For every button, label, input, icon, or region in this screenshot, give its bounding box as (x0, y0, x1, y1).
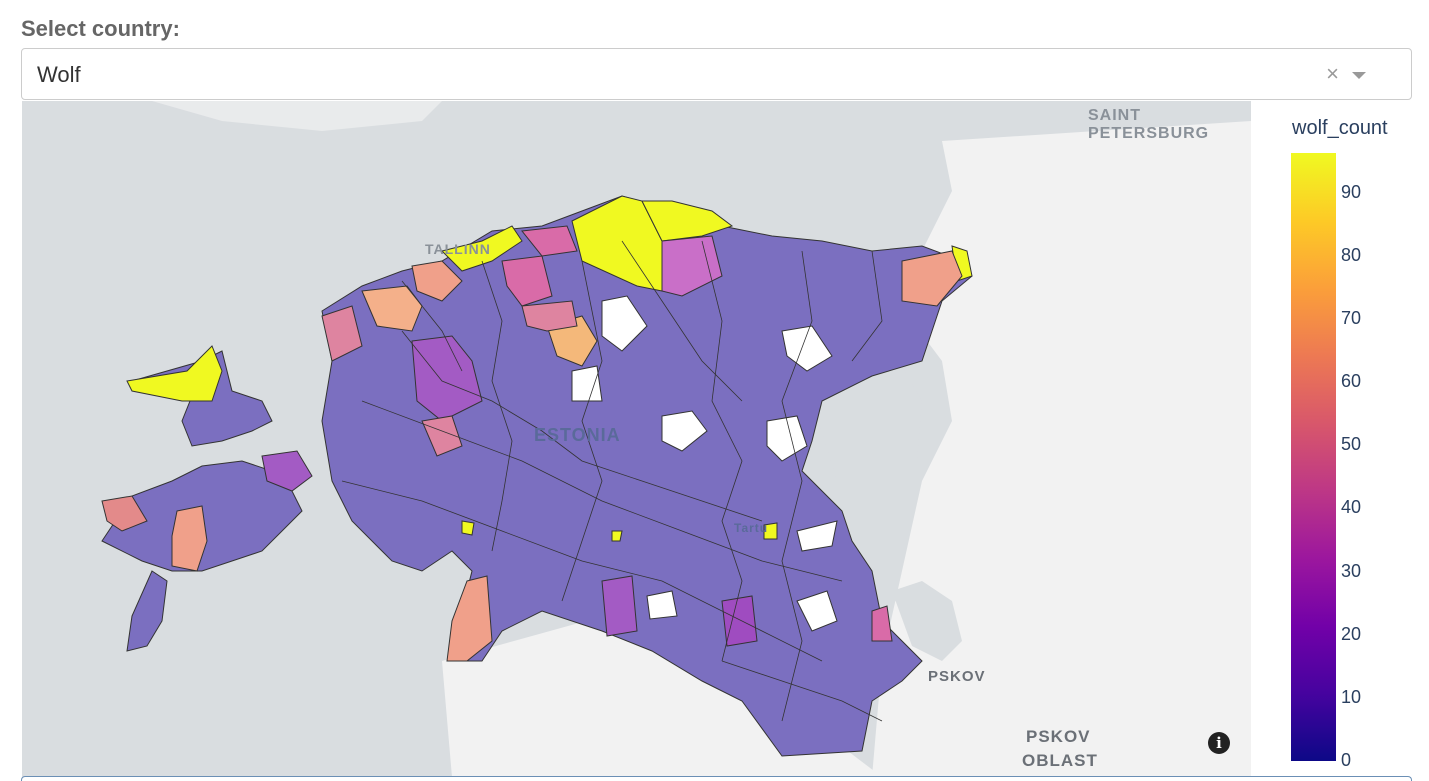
region-southeast-violet (721, 595, 758, 647)
municipal-borders (341, 240, 883, 722)
region-west-mid-violet (411, 335, 483, 422)
country-dropdown[interactable]: Wolf × (21, 48, 1412, 100)
colorbar-tick: 60 (1341, 371, 1362, 391)
next-panel-border (21, 776, 1412, 781)
map-canvas (101, 101, 1251, 777)
clear-icon[interactable]: × (1326, 61, 1339, 86)
region-nodata-5 (766, 415, 808, 462)
lake-peipus (812, 366, 922, 571)
map-label-estonia: ESTONIA (534, 425, 621, 445)
region-north-pink-2 (521, 225, 578, 257)
region-west-pink (321, 305, 363, 362)
select-country-label: Select country: (21, 16, 180, 41)
region-nodata-4 (781, 325, 833, 372)
chevron-down-icon[interactable] (1352, 72, 1366, 79)
map-label-pskov-oblast-1: PSKOV (1026, 727, 1091, 746)
map-label-tartu: Tartu (734, 521, 769, 535)
dropdown-selected-value: Wolf (37, 62, 81, 87)
colorbar-tick: 50 (1341, 434, 1362, 454)
region-south-violet (601, 575, 638, 637)
region-nodata-1 (601, 295, 648, 352)
region-tallinn-yellow (441, 225, 523, 272)
colorbar (1291, 153, 1336, 761)
colorbar-tick: 90 (1341, 182, 1362, 202)
map-label-saint-petersburg: SAINT PETERSBURG (1088, 107, 1210, 142)
saaremaa-center (171, 505, 208, 572)
colorbar-tick: 30 (1341, 561, 1362, 581)
region-west-peach (361, 285, 423, 332)
region-nodata-7 (796, 590, 838, 632)
russia-land (872, 121, 1251, 777)
region-northeast-orange (901, 250, 963, 307)
saaremaa-west (101, 495, 148, 532)
region-center-pink (521, 300, 578, 332)
region-north-pink (501, 255, 553, 307)
region-small-yellow (611, 530, 623, 542)
colorbar-tick: 80 (1341, 245, 1362, 265)
region-east-pink (871, 605, 893, 642)
colorbar-title: wolf_count (1292, 117, 1388, 139)
region-northeast-magenta (661, 235, 723, 297)
colorbar-tick: 0 (1341, 750, 1352, 770)
colorbar-tick: 70 (1341, 308, 1362, 328)
finland-coast (152, 101, 442, 131)
region-nodata-6 (796, 520, 838, 552)
region-nodata-8 (646, 590, 678, 620)
region-center-pink-3 (421, 415, 463, 457)
saaremaa-south (126, 570, 168, 652)
hiiumaa-west (126, 345, 223, 402)
region-nodata-2 (571, 365, 603, 402)
info-icon[interactable]: i (1208, 732, 1230, 754)
region-tartu-yellow (763, 522, 778, 540)
region-coast-peach (411, 260, 463, 302)
region-parnu-yellow (461, 520, 475, 536)
lake-pskov (892, 581, 962, 661)
region-nodata-3 (661, 410, 708, 452)
map-label-pskov-city: PSKOV (928, 668, 986, 685)
colorbar-tick: 10 (1341, 687, 1362, 707)
region-parnu-south (446, 575, 493, 662)
choropleth-map[interactable]: SAINT PETERSBURG TALLINN ESTONIA Tartu P… (22, 101, 1251, 777)
map-label-tallinn: TALLINN (425, 241, 491, 257)
muhu (261, 450, 313, 492)
map-label-pskov-oblast-2: OBLAST (1022, 751, 1098, 770)
colorbar-tick: 40 (1341, 497, 1362, 517)
colorbar-tick: 20 (1341, 624, 1362, 644)
